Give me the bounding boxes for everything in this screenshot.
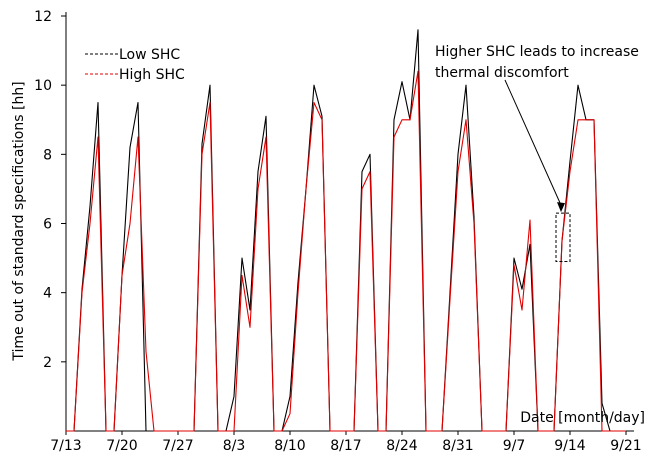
y-tick-label: 10: [34, 78, 52, 94]
y-tick-label: 2: [43, 355, 52, 371]
annotation-box: [555, 212, 571, 263]
x-tick-label: 8/10: [274, 438, 305, 454]
annotation-text: Higher SHC leads to increase thermal disc…: [435, 44, 639, 81]
legend: Low SHC High SHC: [85, 47, 185, 83]
legend-label-high-shc: High SHC: [119, 67, 185, 83]
x-tick-label: 8/3: [223, 438, 246, 454]
y-tick-label: 6: [43, 217, 52, 233]
x-tick-label: 9/7: [503, 438, 526, 454]
y-ticks: 2 4 6 8 10 12: [34, 9, 66, 371]
series-lines: [66, 29, 626, 432]
x-tick-label: 8/31: [442, 438, 473, 454]
x-tick-label: 8/24: [386, 438, 418, 454]
x-tick-label: 7/27: [162, 438, 193, 454]
annotation-arrow: [504, 79, 562, 206]
y-tick-label: 12: [34, 9, 52, 25]
y-axis-label: Time out of standard specifications [hh]: [11, 81, 27, 361]
y-tick-label: 4: [43, 286, 52, 302]
series-line-low-shc: [66, 29, 626, 432]
x-tick-label: 9/21: [610, 438, 641, 454]
x-tick-label: 8/17: [330, 438, 361, 454]
x-ticks: 7/13 7/20 7/27 8/3 8/10 8/17 8/24 8/31 9/7 9/14 9/…: [50, 431, 642, 454]
x-tick-label: 7/20: [106, 438, 137, 454]
annotation-arrowhead: [557, 202, 565, 213]
x-axis-label: Date [month/day]: [520, 410, 645, 426]
x-tick-label: 7/13: [50, 438, 81, 454]
legend-label-low-shc: Low SHC: [119, 47, 180, 63]
y-tick-label: 8: [43, 147, 52, 163]
annotation: Higher SHC leads to increase thermal disc…: [435, 44, 639, 263]
x-tick-label: 9/14: [554, 438, 586, 454]
series-line-high-shc: [66, 70, 626, 432]
